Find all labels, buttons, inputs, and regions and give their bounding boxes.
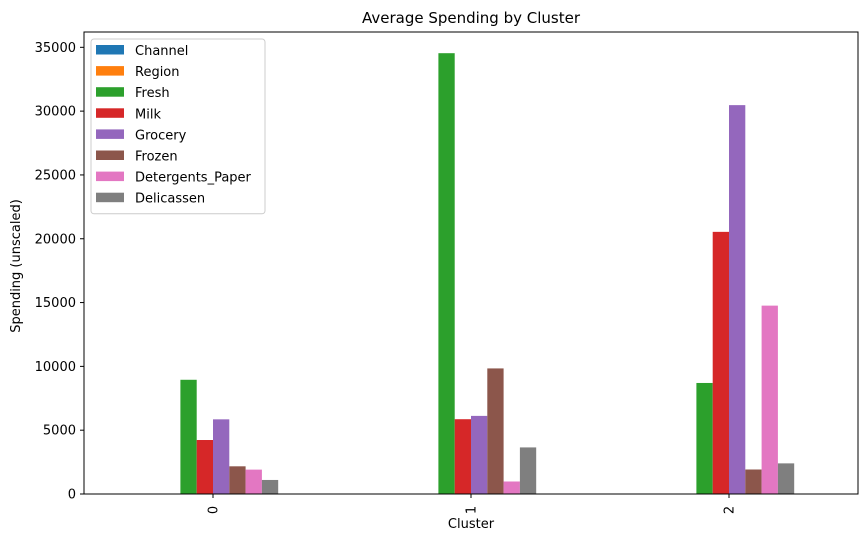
bar-detergents-paper-cluster-2 [761, 305, 778, 494]
legend-label: Channel [135, 44, 188, 59]
bar-detergents-paper-cluster-1 [503, 481, 520, 494]
legend-label: Detergents_Paper [135, 171, 252, 186]
y-tick-label: 15000 [35, 296, 76, 311]
legend-swatch [96, 150, 124, 160]
x-axis-label: Cluster [448, 517, 495, 532]
y-axis-label: Spending (unscaled) [9, 199, 24, 333]
legend-label: Fresh [135, 86, 170, 101]
bar-grocery-cluster-2 [729, 105, 746, 494]
legend-label: Frozen [135, 150, 178, 165]
bar-fresh-cluster-2 [696, 382, 713, 494]
legend-swatch [96, 45, 124, 55]
bar-grocery-cluster-1 [471, 415, 488, 494]
legend-label: Grocery [135, 128, 187, 143]
bar-milk-cluster-2 [712, 231, 729, 495]
bar-delicassen-cluster-1 [519, 447, 537, 494]
bar-fresh-cluster-1 [438, 53, 455, 494]
legend-swatch [96, 171, 124, 182]
y-tick-label: 5000 [43, 424, 76, 439]
y-tick-label: 0 [68, 488, 76, 503]
legend-label: Region [135, 65, 180, 80]
legend-box [90, 38, 266, 215]
y-tick-label: 30000 [35, 105, 76, 120]
legend-swatch [96, 108, 124, 118]
y-tick-label: 35000 [35, 41, 76, 56]
bar-milk-cluster-0 [196, 440, 213, 494]
x-tick-label: 2 [723, 506, 738, 514]
bar-grocery-cluster-0 [213, 419, 230, 494]
bar-frozen-cluster-2 [745, 469, 762, 494]
x-tick-label: 0 [207, 506, 222, 514]
bar-delicassen-cluster-2 [777, 463, 795, 494]
chart-title: Average Spending by Cluster [362, 9, 581, 27]
bar-frozen-cluster-1 [487, 368, 504, 494]
legend: Channel Region Fresh Milk Grocery Frozen Deter… [90, 38, 266, 215]
bar-frozen-cluster-0 [229, 466, 246, 494]
legend-label: Milk [135, 107, 161, 122]
bar-detergents-paper-cluster-0 [245, 469, 262, 494]
legend-swatch [96, 66, 124, 76]
y-tick-label: 25000 [35, 168, 76, 183]
legend-swatch [96, 129, 124, 139]
bar-milk-cluster-1 [454, 419, 471, 494]
x-tick-label: 1 [465, 506, 480, 514]
legend-swatch [96, 192, 124, 203]
legend-swatch [96, 87, 124, 97]
y-tick-label: 10000 [35, 360, 76, 375]
legend-label: Delicassen [135, 192, 205, 207]
bar-fresh-cluster-0 [180, 379, 197, 494]
bar-delicassen-cluster-0 [261, 479, 279, 494]
plot-area: 0 5000 10000 15000 20000 25000 30000 35000 0 1 2 [35, 31, 859, 514]
y-tick-label: 20000 [35, 232, 76, 247]
